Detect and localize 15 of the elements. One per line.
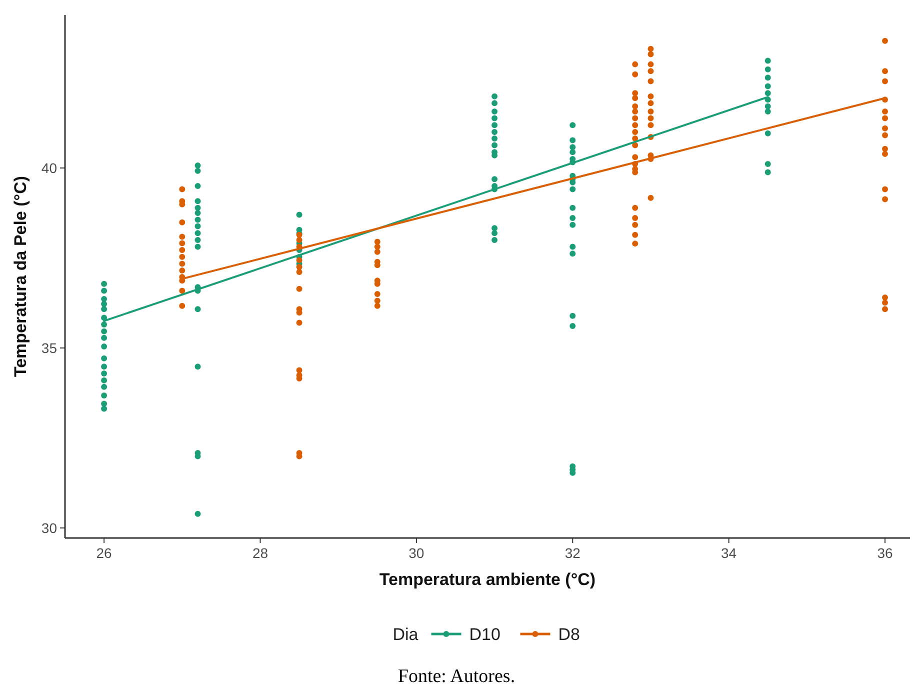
y-axis-title: Temperatura da Pele (°C) xyxy=(11,176,30,378)
y-tick-label: 35 xyxy=(41,340,58,356)
legend-title: Dia xyxy=(392,624,419,644)
x-tick-label: 36 xyxy=(877,545,894,561)
x-tick-label: 34 xyxy=(721,545,737,561)
y-tick-label: 30 xyxy=(41,520,58,536)
x-tick-label: 30 xyxy=(408,545,424,561)
source-note: Fonte: Autores. xyxy=(398,666,516,686)
legend-label: D10 xyxy=(469,624,500,644)
x-tick-label: 26 xyxy=(96,545,112,561)
x-axis-title: Temperatura ambiente (°C) xyxy=(379,570,596,589)
y-tick-label: 40 xyxy=(41,160,58,176)
x-tick-label: 28 xyxy=(252,545,268,561)
legend-label: D8 xyxy=(558,624,580,644)
x-tick-label: 32 xyxy=(564,545,581,561)
